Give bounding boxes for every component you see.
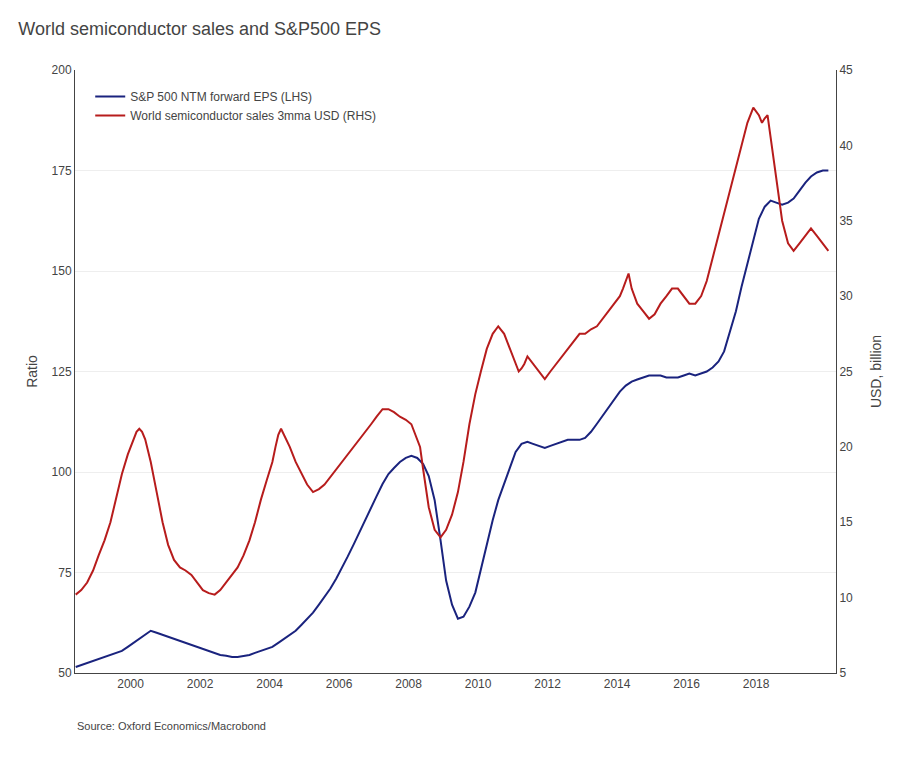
svg-text:USD, billion: USD, billion: [868, 335, 884, 408]
svg-text:2016: 2016: [673, 677, 700, 691]
svg-text:2014: 2014: [604, 677, 631, 691]
svg-text:100: 100: [52, 465, 72, 479]
svg-text:S&P 500 NTM forward EPS (LHS): S&P 500 NTM forward EPS (LHS): [130, 90, 312, 104]
svg-text:50: 50: [58, 666, 72, 680]
svg-text:2018: 2018: [743, 677, 770, 691]
svg-text:2010: 2010: [465, 677, 492, 691]
svg-text:175: 175: [52, 164, 72, 178]
svg-text:World semiconductor sales 3mma: World semiconductor sales 3mma USD (RHS): [130, 109, 376, 123]
svg-text:125: 125: [52, 365, 72, 379]
svg-text:World semiconductor sales and: World semiconductor sales and S&P500 EPS: [18, 19, 381, 39]
svg-text:40: 40: [839, 139, 853, 153]
svg-text:2012: 2012: [534, 677, 561, 691]
svg-text:Ratio: Ratio: [24, 355, 40, 388]
svg-text:30: 30: [839, 289, 853, 303]
svg-text:Source: Oxford Economics/Macro: Source: Oxford Economics/Macrobond: [77, 720, 266, 732]
svg-text:20: 20: [839, 440, 853, 454]
svg-text:45: 45: [839, 63, 853, 77]
svg-text:10: 10: [839, 591, 853, 605]
svg-text:150: 150: [52, 264, 72, 278]
svg-text:25: 25: [839, 365, 853, 379]
svg-text:15: 15: [839, 515, 853, 529]
svg-text:5: 5: [839, 666, 846, 680]
svg-text:75: 75: [58, 566, 72, 580]
svg-text:2008: 2008: [395, 677, 422, 691]
svg-text:2000: 2000: [117, 677, 144, 691]
svg-text:200: 200: [52, 63, 72, 77]
svg-text:2004: 2004: [256, 677, 283, 691]
svg-text:35: 35: [839, 214, 853, 228]
svg-text:2006: 2006: [326, 677, 353, 691]
svg-text:2002: 2002: [187, 677, 214, 691]
